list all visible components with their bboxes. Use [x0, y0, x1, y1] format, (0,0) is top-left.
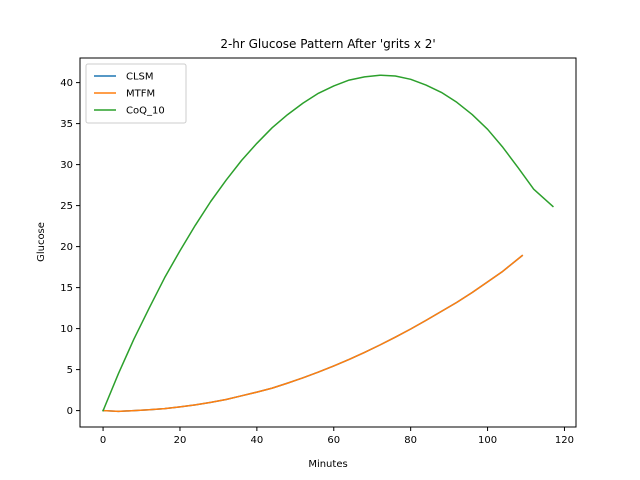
- x-tick-label: 60: [327, 435, 340, 446]
- y-tick-label: 0: [67, 406, 73, 417]
- y-tick-label: 40: [60, 78, 73, 89]
- x-tick-label: 100: [478, 435, 497, 446]
- x-axis-label: Minutes: [308, 459, 347, 470]
- y-tick-label: 15: [60, 283, 73, 294]
- series-line-coq-10: [102, 74, 554, 412]
- legend: CLSM MTFM CoQ_10: [85, 63, 187, 124]
- x-tick-label: 120: [555, 435, 574, 446]
- legend-entry-label: CLSM: [126, 72, 154, 83]
- x-tick-label: 0: [100, 435, 106, 446]
- x-axis-ticks: 0 20 40 60 80 100 120: [100, 427, 574, 446]
- y-axis-ticks: 0 5 10 15 20 25 30 35 40: [60, 78, 80, 417]
- series-line-mtfm: [102, 254, 524, 413]
- y-tick-label: 20: [60, 242, 73, 253]
- y-tick-label: 5: [67, 365, 73, 376]
- y-axis-label: Glucose: [36, 222, 47, 262]
- legend-entry-label: CoQ_10: [126, 106, 165, 117]
- x-tick-label: 20: [174, 435, 187, 446]
- legend-entry-label: MTFM: [126, 89, 155, 100]
- x-tick-label: 80: [404, 435, 417, 446]
- series-layer: [102, 74, 554, 413]
- y-tick-label: 25: [60, 201, 73, 212]
- plot-frame: [79, 57, 577, 428]
- chart-title: 2-hr Glucose Pattern After 'grits x 2': [220, 37, 435, 51]
- y-tick-label: 35: [60, 119, 73, 130]
- y-tick-label: 10: [60, 324, 73, 335]
- x-tick-label: 40: [251, 435, 264, 446]
- y-tick-label: 30: [60, 160, 73, 171]
- legend-frame: [85, 63, 187, 124]
